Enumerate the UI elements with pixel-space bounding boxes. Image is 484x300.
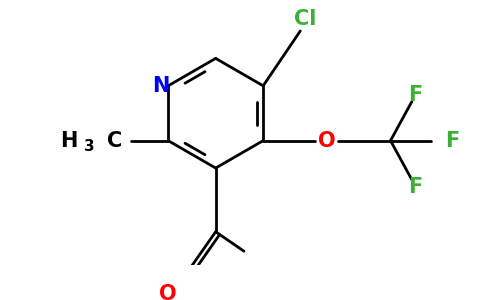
Text: O: O (318, 130, 336, 151)
Text: H: H (60, 130, 78, 151)
Text: F: F (445, 130, 460, 151)
Text: N: N (152, 76, 170, 96)
Text: F: F (408, 85, 423, 105)
Text: F: F (408, 177, 423, 196)
Text: Cl: Cl (293, 9, 316, 28)
Text: 3: 3 (84, 139, 95, 154)
Text: C: C (107, 130, 122, 151)
Text: O: O (159, 284, 177, 300)
